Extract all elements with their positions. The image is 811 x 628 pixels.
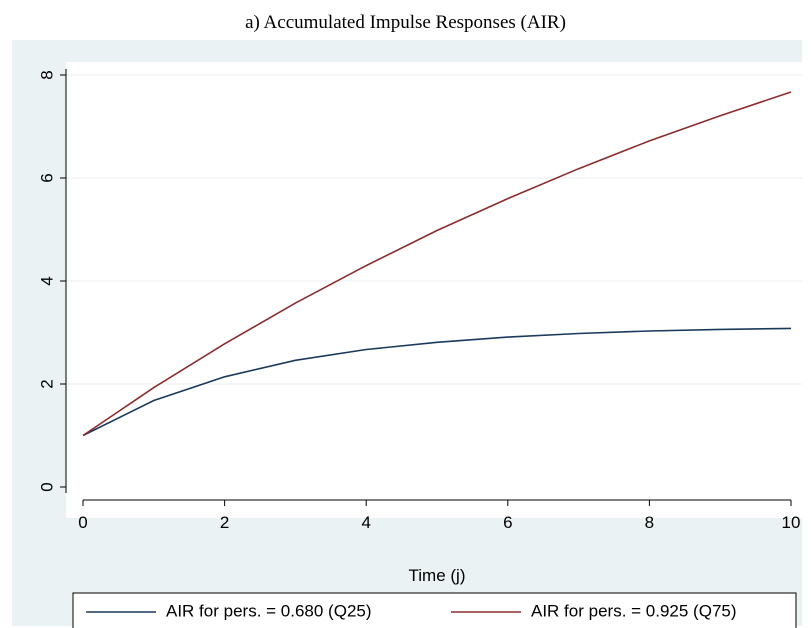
series-line-1 (82, 327, 792, 437)
legend-label-1: AIR for pers. = 0.680 (Q25) (166, 601, 372, 620)
plot-area (66, 62, 802, 518)
x-tick-label: 6 (503, 513, 512, 532)
x-axis-title: Time (j) (409, 566, 466, 585)
y-tick-label: 0 (37, 482, 56, 491)
series-line-2 (82, 91, 792, 437)
y-tick-label: 2 (37, 379, 56, 388)
legend: AIR for pers. = 0.680 (Q25) AIR for pers.… (72, 592, 797, 628)
chart-title: a) Accumulated Impulse Responses (AIR) (245, 12, 566, 33)
grid-layer (66, 74, 802, 385)
y-tick-label: 6 (37, 173, 56, 182)
y-tick-label: 4 (37, 276, 56, 285)
x-tick-label: 4 (361, 513, 370, 532)
x-tick-label: 0 (78, 513, 87, 532)
axis-layer: 0 2 4 6 8 0 2 4 6 8 10 (37, 69, 800, 532)
x-tick-label: 8 (645, 513, 654, 532)
legend-label-2: AIR for pers. = 0.925 (Q75) (531, 601, 737, 620)
x-tick-label: 10 (782, 513, 801, 532)
series-layer (82, 91, 792, 437)
legend-box (72, 592, 797, 628)
x-tick-label: 2 (220, 513, 229, 532)
y-tick-label: 8 (37, 70, 56, 79)
